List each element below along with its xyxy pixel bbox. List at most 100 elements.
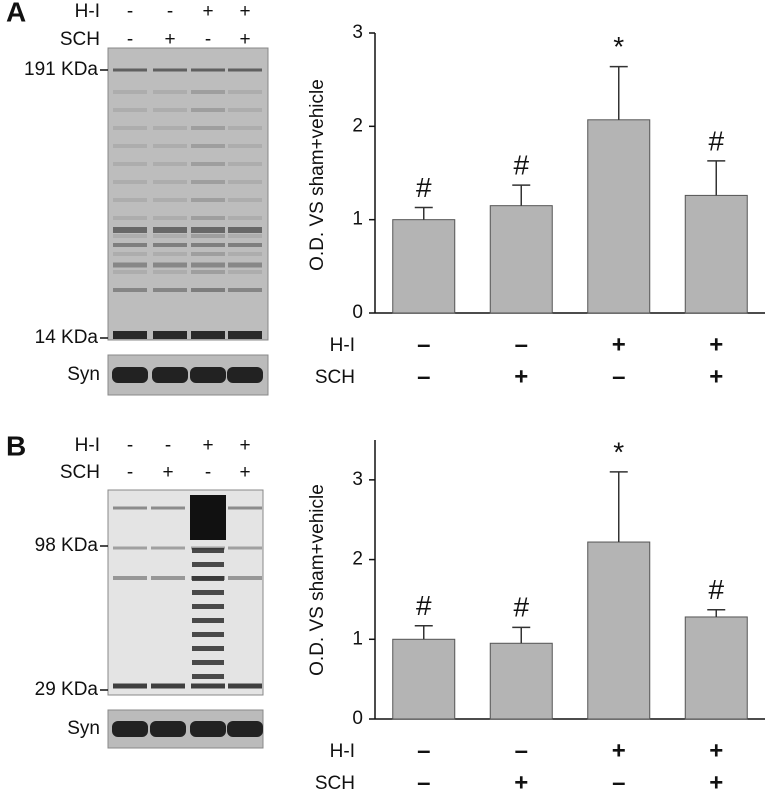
mw-marker: 29 KDa <box>35 679 99 700</box>
blot-band <box>113 90 147 94</box>
blot-band <box>191 270 225 274</box>
blot-band <box>192 590 224 595</box>
loading-band <box>152 367 188 383</box>
blot-band <box>192 562 224 567</box>
condition-sign: + <box>612 331 626 358</box>
loading-band <box>150 721 186 737</box>
blot-band <box>192 618 224 623</box>
blot-band <box>113 68 147 72</box>
blot-band <box>113 216 147 220</box>
blot-band <box>113 288 147 292</box>
bar <box>587 541 651 720</box>
blot-band <box>228 243 262 247</box>
blot-band <box>151 683 185 689</box>
blot-sign: - <box>127 435 133 456</box>
blot-sign: + <box>239 435 250 456</box>
loading-band <box>112 721 148 737</box>
blot-band <box>191 288 225 292</box>
blot-band <box>191 243 225 247</box>
blot-band <box>228 262 262 268</box>
error-bar <box>414 624 433 640</box>
blot-sign: + <box>239 29 250 50</box>
blot-band <box>228 288 262 292</box>
blot-band <box>113 243 147 247</box>
blot-sign: + <box>202 1 213 22</box>
bar <box>392 638 456 720</box>
condition-sign: – <box>515 331 528 358</box>
blot-band <box>192 548 224 553</box>
blot-band <box>228 216 262 220</box>
loading-band <box>112 367 148 383</box>
blot-band <box>228 683 262 689</box>
condition-sign: + <box>709 331 723 358</box>
bar <box>684 616 748 720</box>
loading-label: Syn <box>67 364 100 385</box>
blot-sign: - <box>205 29 211 50</box>
blot-band <box>228 198 262 202</box>
y-axis-title: O.D. VS sham+vehicle <box>307 484 328 676</box>
significance-mark: # <box>708 125 724 156</box>
blot-band <box>191 162 225 166</box>
blot-band <box>192 660 224 665</box>
loading-label: Syn <box>67 718 100 739</box>
blot-sign: - <box>127 462 133 483</box>
blot-band <box>153 262 187 268</box>
significance-mark: # <box>416 590 432 621</box>
blot-image <box>107 489 264 696</box>
blot-band <box>191 68 225 72</box>
blot-band <box>228 270 262 274</box>
error-bar <box>707 609 726 617</box>
blot-band <box>153 108 187 112</box>
condition-sign: + <box>514 363 528 390</box>
blot-band <box>191 216 225 220</box>
condition-sign: + <box>612 737 626 764</box>
significance-mark: * <box>613 31 624 62</box>
blot-sign: + <box>239 1 250 22</box>
condition-sign: + <box>709 363 723 390</box>
blot-band <box>228 506 262 510</box>
condition-sign: + <box>709 737 723 764</box>
condition-sign: – <box>417 331 430 358</box>
blot-band <box>113 576 147 580</box>
mw-marker: 14 KDa <box>35 327 99 348</box>
y-tick-label: 1 <box>352 209 363 230</box>
blot-band <box>228 331 262 339</box>
blot-band <box>113 108 147 112</box>
condition-sign: + <box>514 769 528 796</box>
y-tick-label: 0 <box>352 708 363 729</box>
condition-label: H-I <box>330 335 355 356</box>
bar <box>587 119 651 314</box>
blot-sign: - <box>165 435 171 456</box>
blot-band <box>113 331 147 339</box>
blot-band <box>191 331 225 339</box>
condition-sign: – <box>515 737 528 764</box>
blot-band <box>228 234 262 238</box>
blot-band <box>228 90 262 94</box>
blot-band <box>113 180 147 184</box>
blot-band <box>228 162 262 166</box>
loading-band <box>227 721 263 737</box>
blot-band <box>228 144 262 148</box>
blot-image <box>107 47 269 341</box>
blot-band <box>153 227 187 233</box>
blot-band <box>191 683 225 689</box>
blot-sign: - <box>167 1 173 22</box>
error-bar <box>609 65 628 120</box>
loading-band <box>190 367 226 383</box>
loading-band <box>190 721 226 737</box>
blot-band <box>113 252 147 256</box>
blot-band <box>190 495 226 540</box>
blot-sign: + <box>202 435 213 456</box>
blot-band <box>151 576 185 580</box>
condition-sign: – <box>417 363 430 390</box>
condition-sign: – <box>612 769 625 796</box>
mw-marker: 191 KDa <box>24 59 98 80</box>
blot-band <box>192 646 224 651</box>
blot-band <box>228 108 262 112</box>
blot-band <box>228 126 262 130</box>
blot-band <box>228 546 262 550</box>
blot-band <box>153 234 187 238</box>
significance-mark: # <box>513 592 529 623</box>
blot-band <box>113 234 147 238</box>
